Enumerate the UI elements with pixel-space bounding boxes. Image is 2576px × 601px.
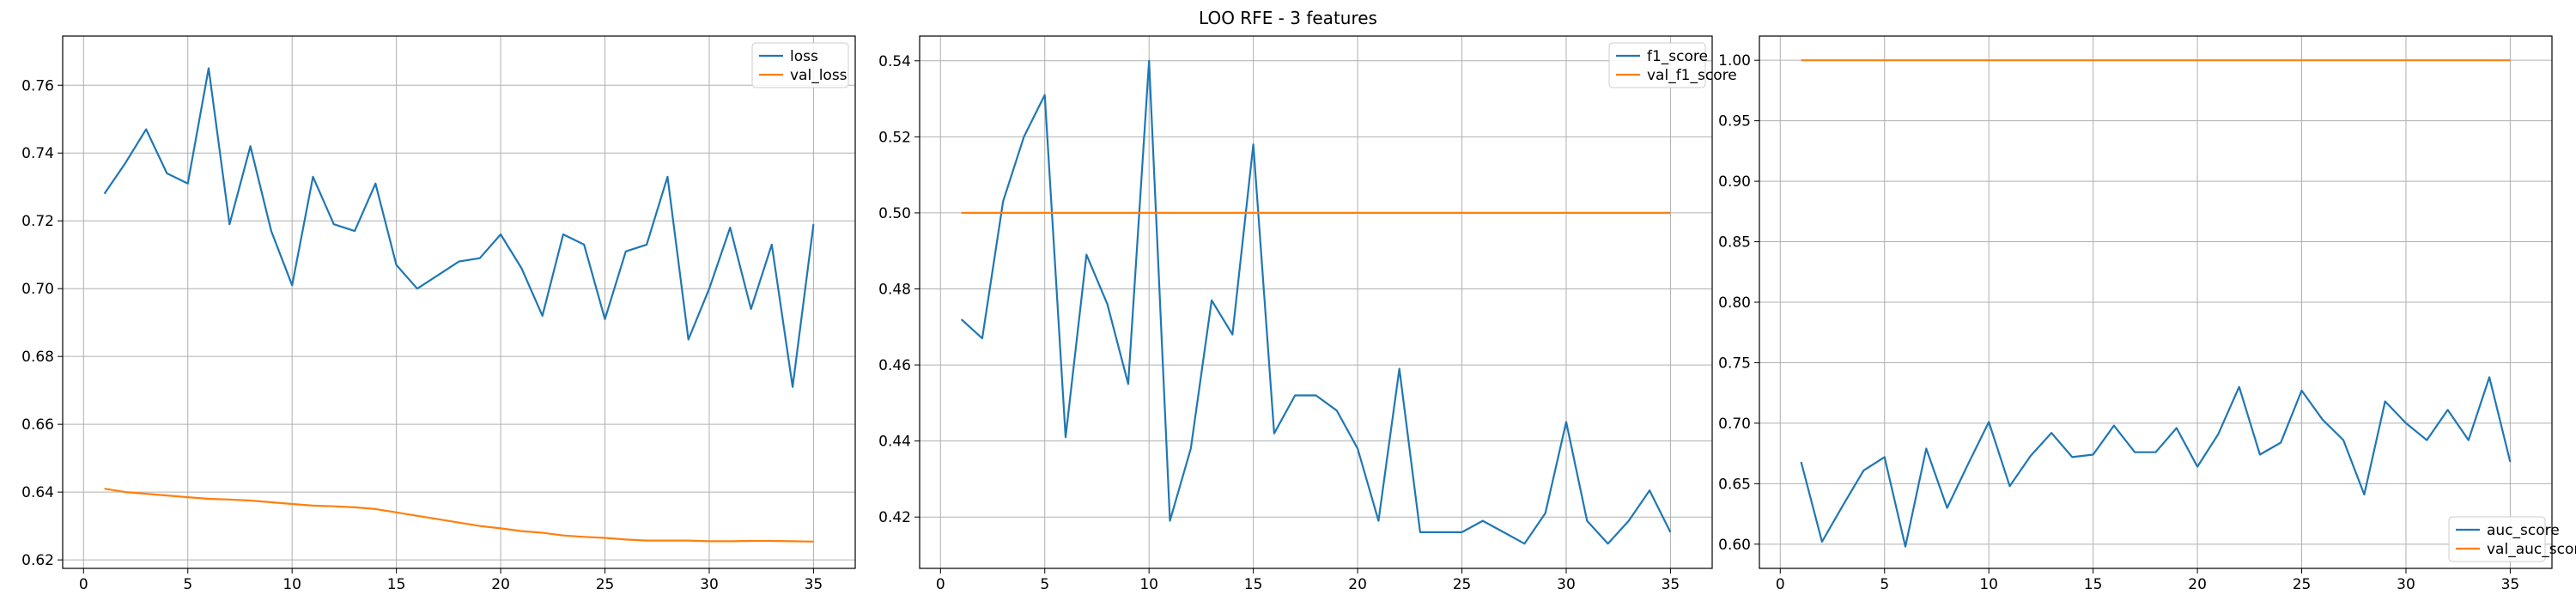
y-tick-label: 0.44	[878, 434, 911, 451]
subplot-3: 0 5 10 15 20 25 30 35 0.60 0.65 0.70 0.75 0.80 0.85 0.…	[1718, 35, 2576, 593]
x-tick-label: 25	[2293, 576, 2312, 593]
y-tick-label: 0.72	[21, 213, 54, 230]
y-tick-label: 0.70	[1718, 416, 1751, 433]
x-tick-label: 15	[387, 576, 406, 593]
y-tick-label: 0.46	[878, 357, 911, 374]
legend-box	[1608, 42, 1706, 88]
legend: auc_score val_auc_score	[2448, 516, 2576, 562]
x-tick-label: 25	[596, 576, 615, 593]
subplot-1: 0 5 10 15 20 25 30 35 0.62 0.64 0.66 0.68 0.70 0.72 0.…	[21, 35, 856, 593]
y-tick-label: 1.00	[1718, 52, 1751, 70]
legend: f1_score val_f1_score	[1608, 42, 1737, 88]
legend-box	[751, 42, 849, 88]
y-tick-label: 0.48	[878, 282, 911, 299]
y-tick-label: 0.90	[1718, 173, 1751, 191]
legend: loss val_loss	[751, 42, 849, 88]
y-tick-label: 0.74	[21, 145, 54, 162]
subplots: 0 5 10 15 20 25 30 35 0.62 0.64 0.66 0.68 0.70 0.72 0.…	[21, 35, 2576, 593]
x-tick-label: 10	[1979, 576, 1998, 593]
grid	[920, 36, 1712, 568]
y-tick-label: 0.54	[878, 53, 911, 70]
x-tick-label: 10	[1139, 576, 1158, 593]
legend-label: val_auc_score	[2487, 541, 2576, 558]
x-tick-label: 20	[491, 576, 510, 593]
y-tick-label: 0.42	[878, 509, 911, 526]
plot-frame	[62, 35, 856, 569]
y-tick-label: 0.75	[1718, 355, 1751, 372]
y-tick-label: 0.95	[1718, 113, 1751, 131]
x-tick-label: 0	[1776, 576, 1785, 593]
x-tick-label: 30	[2397, 576, 2415, 593]
y-tick-label: 0.50	[878, 205, 911, 222]
series-line-loss	[103, 67, 815, 388]
y-tick-label: 0.65	[1718, 476, 1751, 493]
legend-label: loss	[790, 48, 818, 65]
legend-label: f1_score	[1647, 48, 1708, 65]
series-line-f1-score	[960, 59, 1672, 545]
series-line-val-loss	[104, 488, 814, 543]
x-tick-label: 15	[1244, 576, 1263, 593]
y-tick-label: 0.68	[21, 349, 54, 366]
plot-frame	[919, 35, 1713, 569]
x-tick-label: 25	[1453, 576, 1472, 593]
legend-box	[2448, 516, 2546, 562]
y-tick-label: 0.85	[1718, 234, 1751, 252]
y-tick-label: 0.60	[1718, 537, 1751, 554]
x-tick-label: 10	[283, 576, 301, 593]
legend-label: val_f1_score	[1647, 67, 1737, 84]
x-tick-label: 30	[1557, 576, 1576, 593]
y-tick-label: 0.66	[21, 416, 54, 434]
x-tick-label: 20	[1348, 576, 1367, 593]
x-tick-label: 5	[1880, 576, 1889, 593]
legend-label: auc_score	[2487, 522, 2560, 539]
x-tick-label: 35	[805, 576, 823, 593]
legend-label: val_loss	[790, 67, 848, 84]
x-tick-label: 35	[2501, 576, 2520, 593]
y-tick-label: 0.52	[878, 129, 911, 146]
x-tick-label: 5	[183, 576, 192, 593]
x-tick-label: 20	[2188, 576, 2207, 593]
y-tick-label: 0.76	[21, 77, 54, 94]
x-tick-label: 0	[79, 576, 88, 593]
grid	[1759, 36, 2552, 568]
x-tick-label: 35	[1662, 576, 1680, 593]
x-tick-label: 0	[936, 576, 945, 593]
y-tick-label: 0.62	[21, 552, 54, 569]
x-tick-label: 5	[1040, 576, 1049, 593]
subplot-2: 0 5 10 15 20 25 30 35 0.42 0.44 0.46 0.48 0.50 0.52 0.…	[878, 35, 1737, 593]
series-line-auc-score	[1800, 376, 2512, 548]
figure-title: LOO RFE - 3 features	[1199, 8, 1377, 28]
grid	[63, 36, 855, 568]
y-tick-label: 0.64	[21, 484, 54, 501]
y-tick-label: 0.80	[1718, 294, 1751, 312]
y-tick-label: 0.70	[21, 281, 54, 298]
x-tick-label: 30	[700, 576, 719, 593]
x-tick-label: 15	[2084, 576, 2103, 593]
